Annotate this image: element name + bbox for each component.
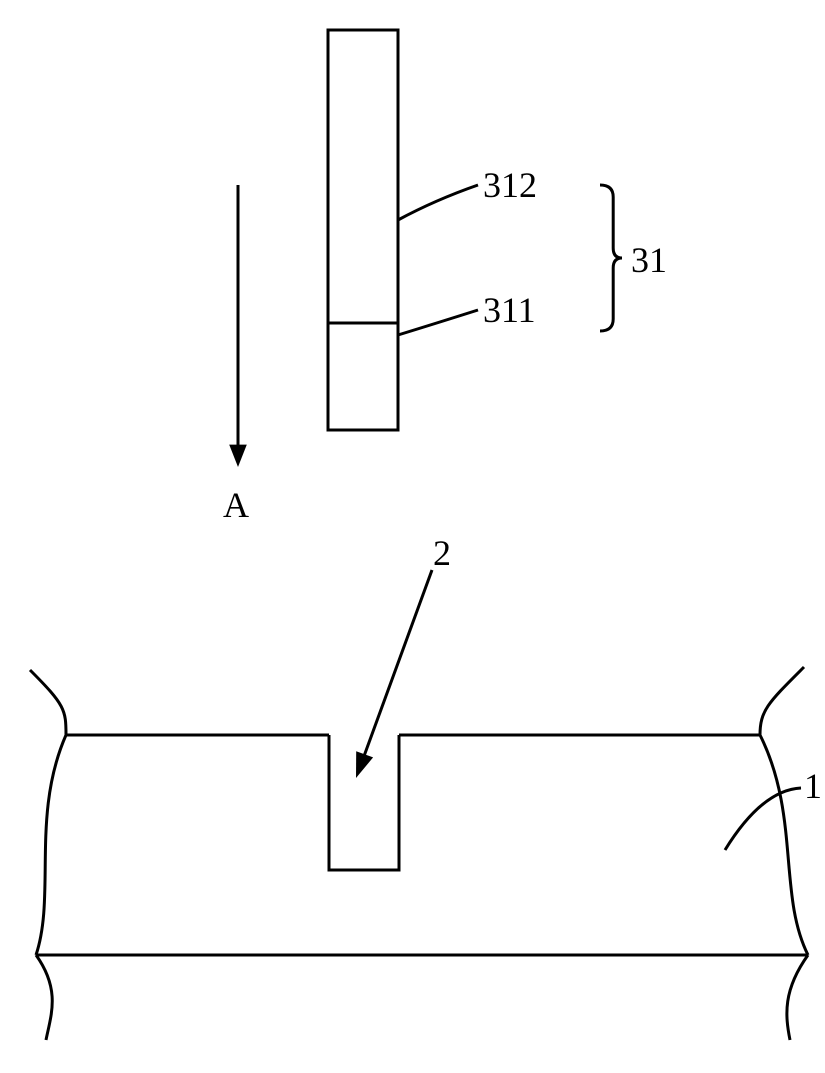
base-shape [30,667,808,1040]
upper-bar [328,30,398,430]
arrow-A [229,185,247,467]
label-2: 2 [433,533,451,573]
leader-312 [398,185,478,220]
label-311: 311 [483,290,536,330]
brace-31 [600,185,622,331]
label-312: 312 [483,165,537,205]
label-1: 1 [804,766,822,806]
leader-1 [725,788,801,850]
label-A: A [223,485,249,525]
leader-2 [356,570,432,778]
technical-diagram: 312 311 31 A 2 1 [0,0,825,1068]
leader-311 [398,310,478,335]
label-31: 31 [631,240,667,280]
